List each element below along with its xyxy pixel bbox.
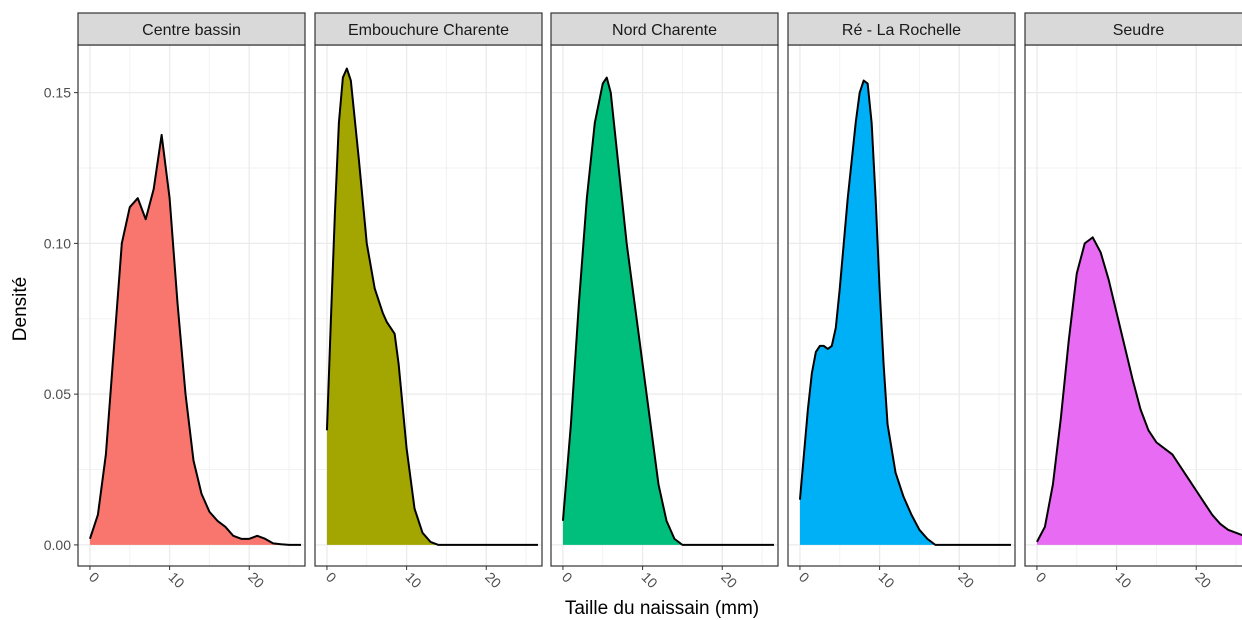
facet-strip-label: Nord Charente (612, 22, 717, 39)
facet-strip (550, 12, 779, 46)
density-line (561, 76, 775, 546)
facet-strip (314, 12, 543, 46)
x-tick-label: 10 (165, 569, 187, 591)
y-axis-title: Densité (10, 277, 31, 341)
density-area (562, 77, 775, 545)
y-tick-label: 0.10 (44, 235, 71, 251)
density-line (325, 67, 539, 546)
density-area (1036, 237, 1242, 545)
facet-strip (1024, 12, 1242, 46)
facet-strip-label: Ré - La Rochelle (842, 22, 961, 39)
x-tick-label: 10 (1112, 569, 1134, 591)
x-axes: 0 10 20 0 10 20 0 10 20 0 10 20 0 10 20 (86, 566, 1215, 591)
y-tick-label: 0.15 (44, 85, 71, 101)
facet-panels: Centre bassin Embouchure Charente Nord Cha… (77, 12, 1242, 567)
facet-strip-label: Centre bassin (142, 22, 241, 39)
density-line (798, 79, 1012, 546)
facet-panel: Embouchure Charente (314, 12, 543, 567)
y-axis: 0.00 0.05 0.10 0.15 (44, 85, 78, 553)
density-line (1036, 236, 1242, 543)
facet-strip (787, 12, 1016, 46)
x-tick-label: 10 (402, 569, 424, 591)
x-tick-label: 20 (245, 569, 267, 591)
x-tick-label: 10 (875, 569, 897, 591)
density-area (326, 68, 539, 545)
density-area (799, 80, 1012, 545)
facet-strip-label: Embouchure Charente (348, 22, 509, 39)
x-tick-label: 20 (955, 569, 977, 591)
x-tick-label: 10 (638, 569, 660, 591)
x-axis-title: Taille du naissain (mm) (565, 598, 759, 619)
y-tick-label: 0.05 (44, 386, 71, 402)
density-area (89, 134, 302, 545)
y-tick-label: 0.00 (44, 537, 71, 553)
facet-strip (77, 12, 306, 46)
facet-panel: Nord Charente (550, 12, 779, 567)
x-tick-label: 0 (796, 569, 813, 586)
facet-panel: Centre bassin (77, 12, 306, 567)
facet-strip-label: Seudre (1113, 22, 1165, 39)
x-tick-label: 20 (1192, 569, 1214, 591)
facet-panel: Ré - La Rochelle (787, 12, 1016, 567)
x-tick-label: 0 (323, 569, 340, 586)
x-tick-label: 0 (1033, 569, 1050, 586)
x-tick-label: 20 (718, 569, 740, 591)
density-line (89, 133, 302, 546)
x-tick-label: 0 (86, 569, 103, 586)
facet-panel: Seudre (1024, 12, 1242, 567)
x-tick-label: 0 (559, 569, 576, 586)
x-tick-label: 20 (482, 569, 504, 591)
